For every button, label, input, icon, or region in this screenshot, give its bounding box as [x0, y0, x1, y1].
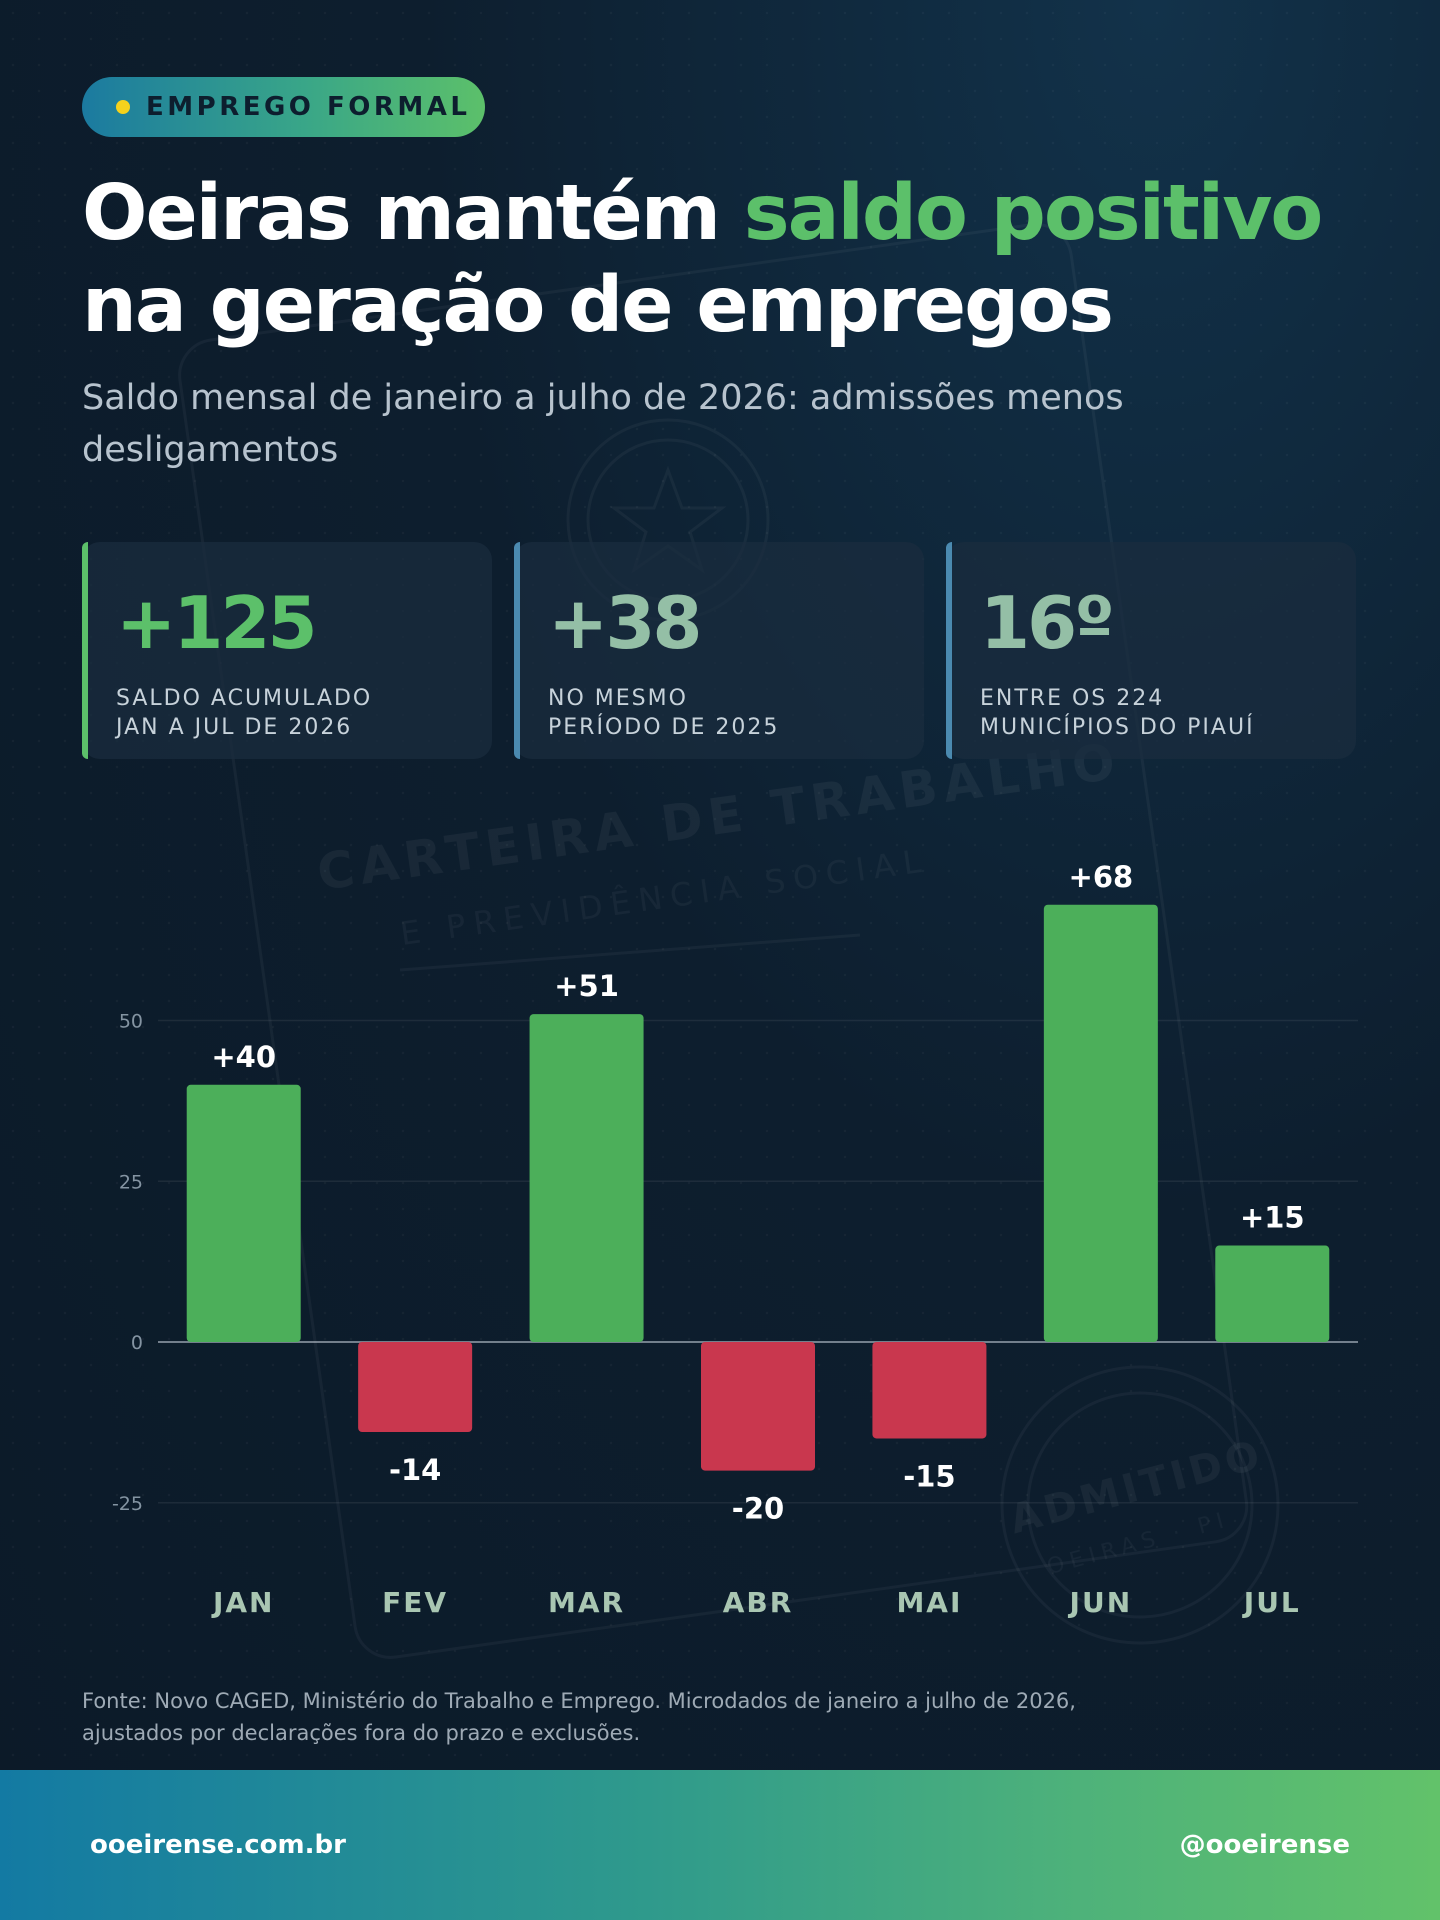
data-label: -14: [389, 1453, 441, 1487]
data-label: +15: [1240, 1201, 1305, 1235]
tag-dot-icon: [116, 100, 130, 114]
stat-label-line2: PERÍODO DE 2025: [548, 715, 780, 740]
category-tag: EMPREGO FORMAL: [82, 77, 485, 137]
footer-social-handle[interactable]: @ooeirense: [1179, 1830, 1350, 1860]
bar-mai: [872, 1342, 987, 1439]
stat-value: +125: [116, 581, 318, 665]
headline-part2: na geração de empregos: [82, 261, 1114, 350]
stat-label-line1: ENTRE OS 224: [980, 686, 1165, 711]
headline-part1: Oeiras mantém: [82, 169, 744, 258]
bar-mar: [529, 1014, 644, 1342]
stat-label: NO MESMO PERÍODO DE 2025: [548, 684, 918, 742]
stat-label-line1: NO MESMO: [548, 686, 688, 711]
stat-value: +38: [548, 581, 703, 665]
data-label: +51: [554, 969, 619, 1003]
chart-svg: 50 25 0 -25 +40 JAN -14 FEV +51 MAR -20 ABR -15 MAI +6…: [112, 860, 1358, 1619]
category-label: ABR: [723, 1586, 794, 1619]
stat-value: 16º: [980, 581, 1115, 665]
data-label: +68: [1069, 860, 1134, 894]
bar-jun: [1043, 904, 1158, 1342]
category-label: JAN: [211, 1586, 275, 1619]
bar-chart: 50 25 0 -25 +40 JAN -14 FEV +51 MAR -20 ABR -15 MAI +6…: [0, 820, 1440, 1640]
category-label: JUN: [1068, 1586, 1133, 1619]
y-tick-label: 50: [119, 1011, 143, 1033]
bar-jul: [1215, 1245, 1330, 1342]
stat-label: SALDO ACUMULADO JAN A JUL DE 2026: [116, 684, 486, 742]
headline: Oeiras mantém saldo positivo na geração …: [82, 168, 1382, 352]
data-label: -20: [732, 1492, 784, 1526]
category-label: MAR: [548, 1586, 625, 1619]
bar-jan: [186, 1084, 301, 1342]
tag-label: EMPREGO FORMAL: [146, 92, 471, 122]
category-label: JUL: [1242, 1586, 1301, 1619]
stat-card-accumulated: +125 SALDO ACUMULADO JAN A JUL DE 2026: [82, 542, 492, 759]
source-note: Fonte: Novo CAGED, Ministério do Trabalh…: [82, 1689, 1076, 1745]
stat-card-previous-year: +38 NO MESMO PERÍODO DE 2025: [514, 542, 924, 759]
stat-label: ENTRE OS 224 MUNICÍPIOS DO PIAUÍ: [980, 684, 1350, 742]
stat-label-line2: JAN A JUL DE 2026: [116, 715, 353, 740]
footer-bar: ooeirense.com.br @ooeirense: [0, 1770, 1440, 1920]
category-label: MAI: [896, 1586, 962, 1619]
footer-site-link[interactable]: ooeirense.com.br: [90, 1830, 346, 1860]
y-tick-label: -25: [112, 1493, 143, 1515]
bar-fev: [358, 1342, 473, 1433]
y-tick-label: 0: [131, 1332, 143, 1354]
stat-card-ranking: 16º ENTRE OS 224 MUNICÍPIOS DO PIAUÍ: [946, 542, 1356, 759]
subtitle: Saldo mensal de janeiro a julho de 2026:…: [82, 378, 1124, 470]
category-label: FEV: [382, 1586, 448, 1619]
y-tick-label: 25: [119, 1171, 143, 1193]
data-label: +40: [211, 1040, 276, 1074]
stat-label-line2: MUNICÍPIOS DO PIAUÍ: [980, 715, 1255, 740]
bar-abr: [701, 1342, 815, 1471]
headline-highlight: saldo positivo: [743, 169, 1324, 258]
data-label: -15: [903, 1459, 955, 1493]
stat-label-line1: SALDO ACUMULADO: [116, 686, 373, 711]
